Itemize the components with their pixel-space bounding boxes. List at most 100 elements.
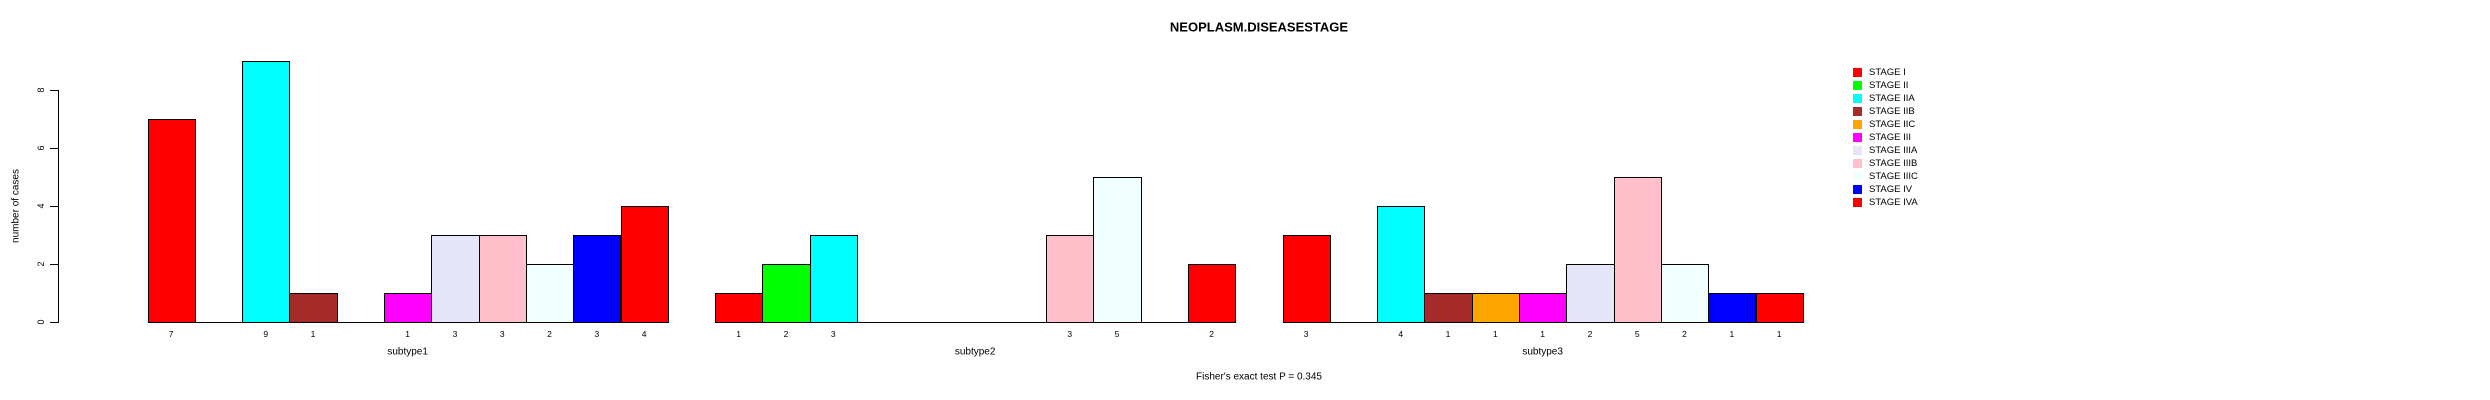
bar — [1519, 292, 1568, 323]
bar-value-label: 1 — [1492, 329, 1498, 339]
bar-value-label: 3 — [594, 329, 600, 339]
bar — [431, 234, 480, 323]
y-tick — [50, 263, 58, 265]
bar-value-label: 7 — [168, 329, 174, 339]
bar — [620, 205, 669, 323]
bar — [1093, 176, 1142, 323]
legend-label: STAGE IV — [1869, 183, 1913, 195]
y-tick-label: 8 — [36, 87, 46, 93]
bar-value-label: 1 — [1729, 329, 1735, 339]
y-tick — [50, 321, 58, 323]
legend-swatch — [1853, 80, 1862, 90]
bar-value-label: 1 — [1540, 329, 1546, 339]
bar — [1046, 234, 1095, 323]
group-baseline — [715, 321, 1236, 323]
legend-label: STAGE I — [1869, 66, 1906, 78]
y-tick-label: 2 — [36, 261, 46, 267]
legend-swatch — [1853, 145, 1862, 155]
bar-value-label: 4 — [641, 329, 647, 339]
legend-label: STAGE IIA — [1869, 92, 1915, 104]
bar-value-label: 1 — [1445, 329, 1451, 339]
bar-value-label: 1 — [736, 329, 742, 339]
legend-item: STAGE IIA — [1853, 92, 1915, 105]
y-axis-label: number of cases — [10, 169, 22, 243]
bar — [384, 292, 433, 323]
legend-label: STAGE IVA — [1869, 196, 1918, 208]
bar — [1660, 263, 1710, 323]
legend-item: STAGE I — [1853, 66, 1906, 79]
bar — [762, 263, 811, 323]
bar-value-label: 1 — [1776, 329, 1782, 339]
legend-swatch — [1853, 93, 1862, 103]
bar — [242, 60, 291, 323]
y-tick — [50, 89, 58, 91]
bar — [809, 234, 858, 323]
bar-value-label: 2 — [1682, 329, 1687, 339]
legend-swatch — [1853, 171, 1862, 181]
y-tick — [50, 205, 58, 207]
bar — [715, 292, 764, 323]
bar-value-label: 4 — [1398, 329, 1404, 339]
bar — [1708, 292, 1757, 323]
legend-label: STAGE IIIA — [1869, 144, 1918, 156]
legend-label: STAGE II — [1869, 79, 1909, 91]
legend-item: STAGE IIIC — [1853, 170, 1918, 183]
chart-title: NEOPLASM.DISEASESTAGE — [1169, 19, 1349, 35]
bar — [1755, 292, 1804, 323]
bar — [1424, 292, 1473, 323]
bar-value-label: 2 — [1209, 329, 1215, 339]
group-label: subtype2 — [954, 346, 996, 358]
legend-item: STAGE IIB — [1853, 105, 1915, 118]
legend-item: STAGE IV — [1853, 183, 1912, 196]
y-tick-label: 6 — [36, 145, 46, 151]
bar — [1613, 176, 1662, 323]
bar-value-label: 5 — [1634, 329, 1640, 339]
bar — [1377, 205, 1426, 323]
bar-value-label: 3 — [830, 329, 836, 339]
legend-item: STAGE IIC — [1853, 118, 1915, 131]
bar-value-label: 2 — [1587, 329, 1593, 339]
legend-item: STAGE IIIA — [1853, 144, 1917, 157]
group-label: subtype3 — [1522, 346, 1563, 358]
bar — [1282, 234, 1331, 323]
legend-label: STAGE IIIB — [1869, 157, 1918, 169]
legend-label: STAGE IIIC — [1869, 170, 1918, 182]
legend-swatch — [1853, 132, 1862, 142]
legend-label: STAGE III — [1869, 131, 1912, 143]
bar-value-label: 2 — [547, 329, 552, 339]
group-label: subtype1 — [387, 346, 428, 358]
legend-label: STAGE IIC — [1869, 118, 1916, 130]
bar-value-label: 2 — [783, 329, 789, 339]
legend-item: STAGE IVA — [1853, 196, 1918, 209]
legend-label: STAGE IIB — [1869, 105, 1915, 117]
bar-value-label: 3 — [1303, 329, 1309, 339]
bar — [1471, 292, 1520, 323]
bar — [478, 234, 527, 323]
legend-item: STAGE III — [1853, 131, 1911, 144]
bar-value-label: 1 — [310, 329, 316, 339]
bar-value-label: 3 — [452, 329, 458, 339]
footer-text: Fisher's exact test P = 0.345 — [1196, 371, 1322, 383]
bar — [525, 263, 575, 323]
legend-swatch — [1853, 184, 1862, 194]
bar — [573, 234, 622, 323]
bar-value-label: 9 — [263, 329, 269, 339]
bar-value-label: 3 — [499, 329, 505, 339]
legend-swatch — [1853, 119, 1862, 129]
bar — [147, 118, 196, 323]
legend-swatch — [1853, 67, 1862, 77]
y-tick-label: 0 — [36, 319, 46, 325]
bar — [1566, 263, 1615, 323]
legend-swatch — [1853, 158, 1862, 168]
legend-swatch — [1853, 106, 1862, 116]
bar-value-label: 5 — [1114, 329, 1120, 339]
bar — [289, 292, 338, 323]
y-axis-line — [57, 89, 59, 323]
bar — [1188, 263, 1237, 323]
legend-swatch — [1853, 197, 1862, 207]
bar-value-label: 3 — [1067, 329, 1073, 339]
legend-item: STAGE II — [1853, 79, 1908, 92]
bar-value-label: 1 — [405, 329, 411, 339]
y-tick-label: 4 — [36, 203, 46, 209]
